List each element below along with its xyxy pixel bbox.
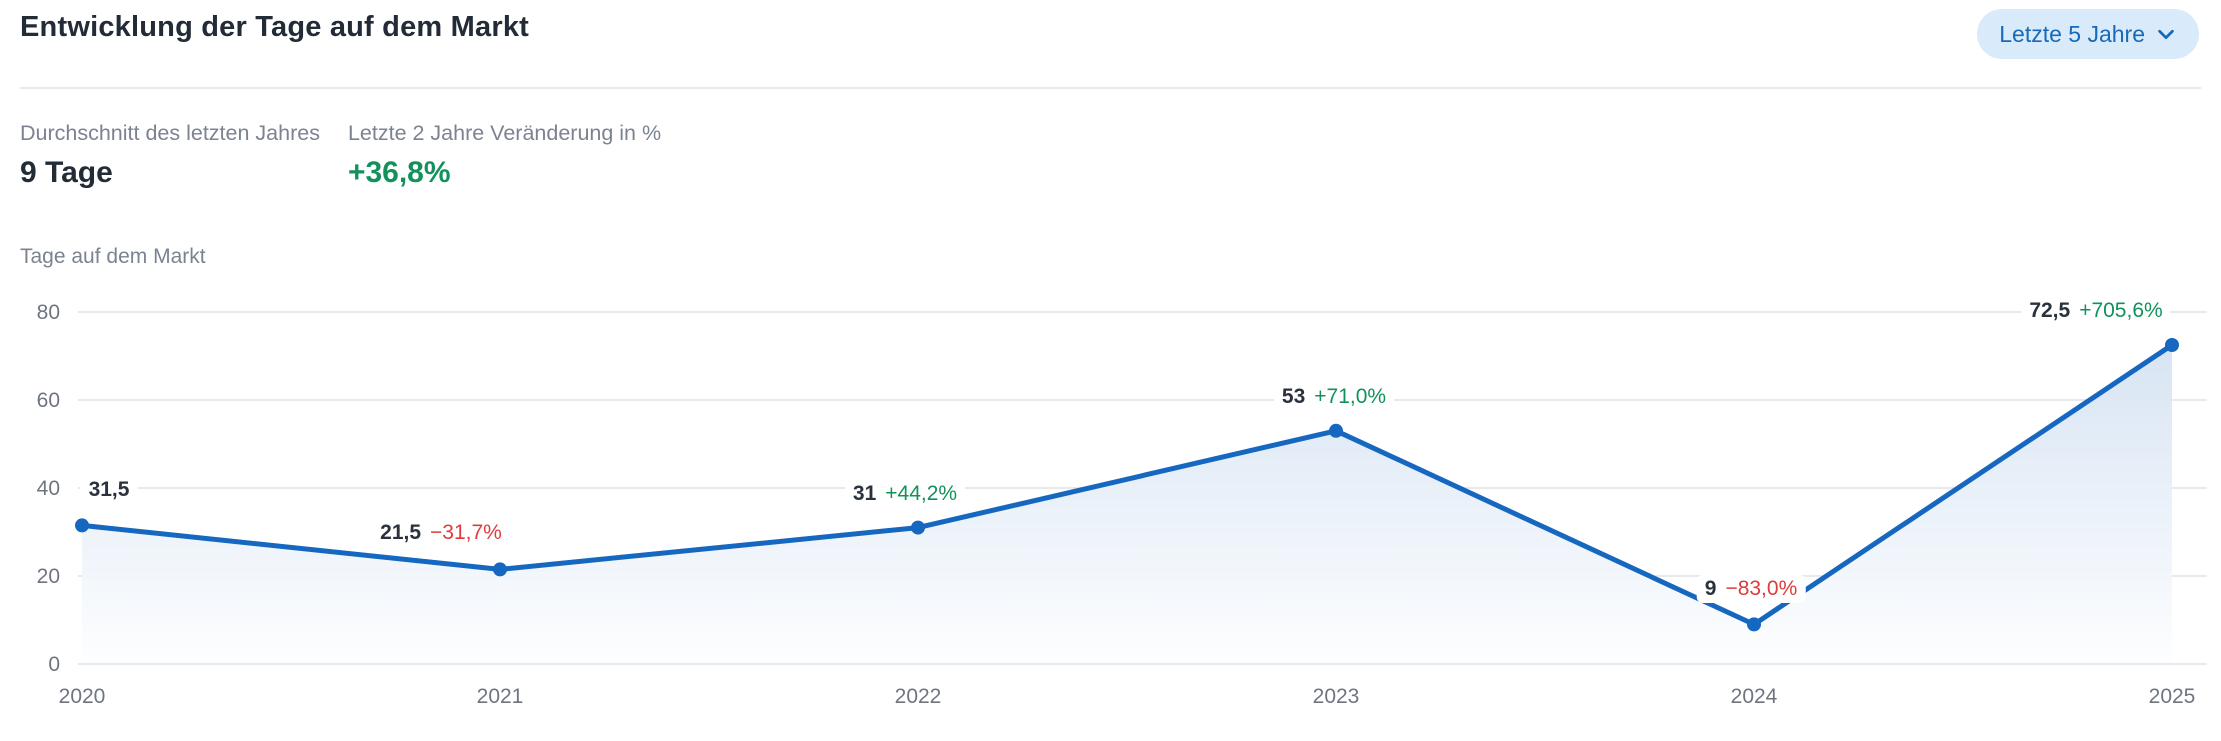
stat-label: Letzte 2 Jahre Veränderung in % [347, 121, 662, 145]
point-label-2025: 72,5 +705,6% [2021, 297, 2171, 325]
point-change-percent: +71,0% [1314, 384, 1387, 408]
y-tick-label-0: 0 [48, 653, 60, 676]
y-tick-label-20: 20 [37, 565, 60, 588]
x-tick-label-2023: 2023 [1313, 685, 1360, 708]
x-tick-label-2021: 2021 [477, 685, 524, 708]
data-point-2022[interactable] [911, 520, 925, 535]
time-range-selector[interactable]: Letzte 5 Jahre [1977, 9, 2199, 59]
data-point-2020[interactable] [75, 518, 89, 533]
point-value: 72,5 [2029, 299, 2071, 322]
point-label-2020: 31,5 [80, 476, 138, 505]
stat-average-last-year: Durchschnitt des letzten Jahres 9 Tage [20, 121, 320, 191]
point-value: 31,5 [88, 478, 130, 502]
point-value: 31 [852, 481, 877, 505]
point-label-2023: 53 +71,0% [1273, 382, 1395, 411]
x-tick-label-2025: 2025 [2149, 685, 2196, 708]
y-tick-label-60: 60 [37, 389, 60, 412]
header-divider [20, 87, 2201, 89]
line-chart-canvas: 0 20 40 60 80 2020 2021 2022 2023 2024 2025 [37, 301, 2207, 708]
x-tick-label-2024: 2024 [1731, 685, 1778, 708]
point-value: 21,5 [380, 521, 422, 545]
stat-label: Durchschnitt des letzten Jahres [20, 121, 320, 145]
point-change-percent: −83,0% [1725, 577, 1798, 601]
time-range-label: Letzte 5 Jahre [1999, 20, 2145, 47]
x-tick-label-2020: 2020 [59, 685, 106, 708]
point-value: 9 [1704, 577, 1717, 601]
stat-value: +36,8% [347, 156, 451, 189]
card-title: Entwicklung der Tage auf dem Markt [20, 11, 530, 43]
stats-row: Durchschnitt des letzten Jahres 9 Tage L… [20, 121, 661, 191]
point-value: 53 [1281, 384, 1306, 408]
line-series [79, 342, 2175, 627]
point-label-2022: 31 +44,2% [844, 479, 966, 508]
y-tick-label-40: 40 [37, 477, 60, 500]
area-fill [82, 345, 2172, 664]
data-point-2021[interactable] [493, 562, 507, 577]
chevron-down-icon [2155, 23, 2177, 45]
point-label-2021: 21,5 −31,7% [372, 519, 510, 548]
y-axis-title: Tage auf dem Markt [20, 245, 206, 268]
stat-two-year-change: Letzte 2 Jahre Veränderung in % +36,8% [348, 121, 661, 191]
point-change-percent: +44,2% [885, 481, 958, 505]
point-label-2024: 9 −83,0% [1696, 575, 1806, 604]
data-point-2025[interactable] [2165, 338, 2179, 352]
x-tick-label-2022: 2022 [895, 685, 942, 708]
point-change-percent: −31,7% [430, 521, 502, 545]
data-point-2024[interactable] [1747, 617, 1761, 632]
point-change-percent: +705,6% [2079, 299, 2163, 322]
stat-value: 9 Tage [20, 156, 113, 189]
data-point-2023[interactable] [1329, 423, 1343, 438]
y-tick-label-80: 80 [37, 301, 60, 324]
